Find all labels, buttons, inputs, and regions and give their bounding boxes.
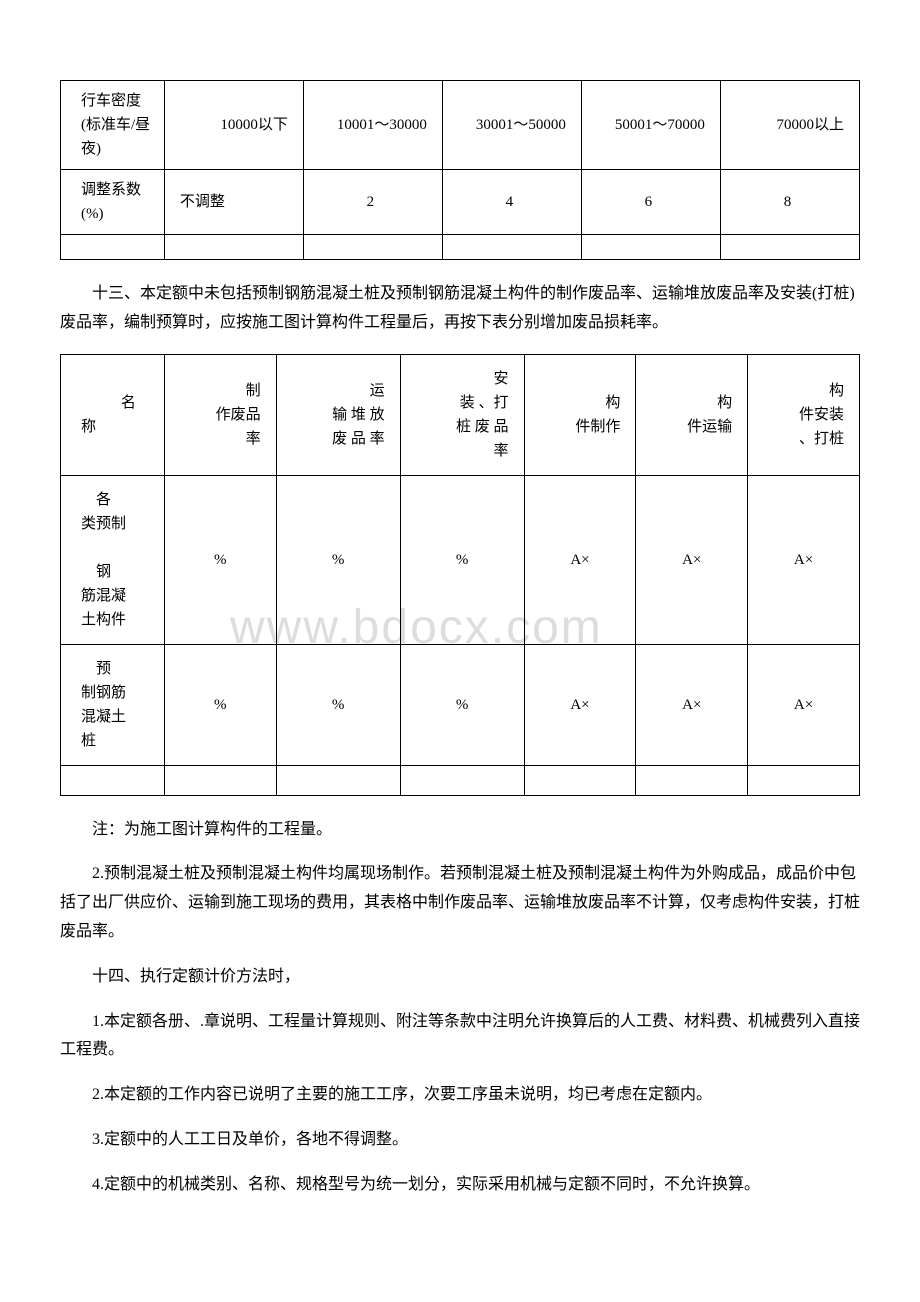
table-cell: A× <box>636 475 748 644</box>
table-cell: 6 <box>581 170 720 235</box>
header-cell: 安装 、打桩 废 品率 <box>400 354 524 475</box>
table-cell: 10001～30000 <box>303 81 442 170</box>
table-cell: 10000以下 <box>164 81 303 170</box>
table-row: 预 制钢筋 混凝土 桩 % % % A× A× A× <box>61 644 860 765</box>
table-row: 行车密度(标准车/昼夜) 10000以下 10001～30000 30001～5… <box>61 81 860 170</box>
row-label: 行车密度(标准车/昼夜) <box>61 81 165 170</box>
table-cell: A× <box>636 644 748 765</box>
table-cell: A× <box>748 475 860 644</box>
header-cell: 构件运输 <box>636 354 748 475</box>
table-empty-row <box>61 765 860 795</box>
paragraph-13: 十三、本定额中未包括预制钢筋混凝土桩及预制钢筋混凝土构件的制作废品率、运输堆放废… <box>60 280 860 338</box>
paragraph-14-1: 1.本定额各册、.章说明、工程量计算规则、附注等条款中注明允许换算后的人工费、材… <box>60 1008 860 1066</box>
traffic-density-table: 行车密度(标准车/昼夜) 10000以下 10001～30000 30001～5… <box>60 80 860 260</box>
table-cell: A× <box>524 644 636 765</box>
table-row: 各 类预制 钢 筋混凝 土构件 % % % A× A× A× <box>61 475 860 644</box>
table-cell: 50001～70000 <box>581 81 720 170</box>
table-cell: A× <box>524 475 636 644</box>
paragraph-note: 注：为施工图计算构件的工程量。 <box>60 816 860 845</box>
waste-rate-table: 名称 制作废品率 运输 堆 放废 品 率 安装 、打桩 废 品率 构件制作 构件… <box>60 354 860 796</box>
paragraph-14-3: 3.定额中的人工工日及单价，各地不得调整。 <box>60 1126 860 1155</box>
table-cell: % <box>164 475 276 644</box>
table-cell: A× <box>748 644 860 765</box>
table-cell: 70000以上 <box>720 81 859 170</box>
paragraph-14-2: 2.本定额的工作内容已说明了主要的施工工序，次要工序虽未说明，均已考虑在定额内。 <box>60 1081 860 1110</box>
row-label: 调整系数(%) <box>61 170 165 235</box>
paragraph-2: 2.预制混凝土桩及预制混凝土构件均属现场制作。若预制混凝土桩及预制混凝土构件为外… <box>60 860 860 946</box>
table-empty-row <box>61 235 860 260</box>
header-cell: 运输 堆 放废 品 率 <box>276 354 400 475</box>
header-cell: 构件安装、打桩 <box>748 354 860 475</box>
table-row: 调整系数(%) 不调整 2 4 6 8 <box>61 170 860 235</box>
header-cell: 构件制作 <box>524 354 636 475</box>
paragraph-14: 十四、执行定额计价方法时， <box>60 963 860 992</box>
table-cell: 4 <box>442 170 581 235</box>
header-cell: 名称 <box>61 354 165 475</box>
table-cell: 不调整 <box>164 170 303 235</box>
table-cell: % <box>400 644 524 765</box>
table-cell: % <box>164 644 276 765</box>
row-label: 预 制钢筋 混凝土 桩 <box>61 644 165 765</box>
row-label: 各 类预制 钢 筋混凝 土构件 <box>61 475 165 644</box>
table-header-row: 名称 制作废品率 运输 堆 放废 品 率 安装 、打桩 废 品率 构件制作 构件… <box>61 354 860 475</box>
table-cell: 8 <box>720 170 859 235</box>
table-cell: % <box>276 475 400 644</box>
table-cell: % <box>276 644 400 765</box>
table-cell: 2 <box>303 170 442 235</box>
table-cell: 30001～50000 <box>442 81 581 170</box>
paragraph-14-4: 4.定额中的机械类别、名称、规格型号为统一划分，实际采用机械与定额不同时，不允许… <box>60 1171 860 1200</box>
table-cell: % <box>400 475 524 644</box>
header-cell: 制作废品率 <box>164 354 276 475</box>
